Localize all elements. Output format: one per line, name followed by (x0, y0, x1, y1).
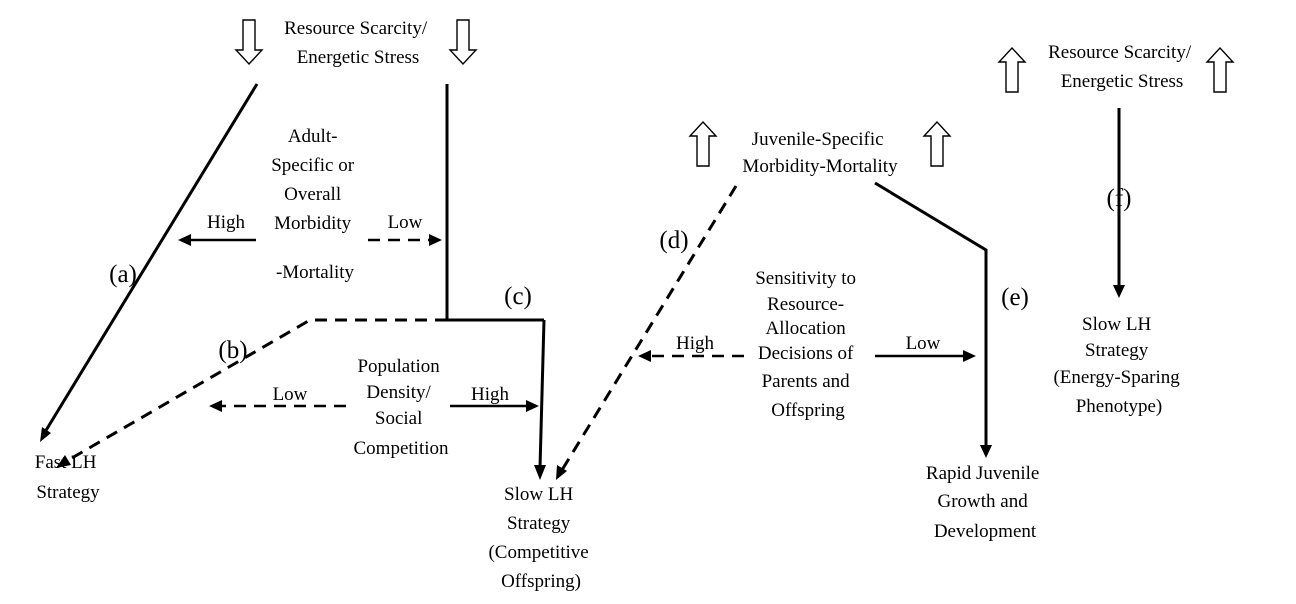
path-f-arrowhead (1113, 285, 1125, 298)
scarcity-label-left: Resource Scarcity/ Energetic Stress (284, 18, 432, 68)
scarcity-label-right: Resource Scarcity/ Energetic Stress (1048, 42, 1196, 92)
slow-lh-energy-label: Slow LH Strategy (Energy-Sparing Phenoty… (1053, 314, 1184, 417)
juvenile-mortality-label: Juvenile-Specific Morbidity-Mortality (742, 129, 898, 177)
path-c-arrowhead (534, 465, 546, 480)
adult-high-label: High (207, 212, 246, 233)
adult-low-label: Low (388, 212, 423, 233)
path-e-line (874, 181, 988, 446)
path-b-arrowhead (56, 455, 71, 468)
path-b-label: (b) (218, 337, 247, 364)
density-high-arrowhead (526, 400, 539, 412)
path-e-label: (e) (1001, 284, 1029, 311)
adult-mortality-label: Adult- Specific or Overall Morbidity -Mo… (271, 126, 359, 283)
path-d-label: (d) (659, 227, 688, 254)
up-arrow-far-left-icon (997, 46, 1027, 93)
path-e-arrowhead (980, 445, 992, 458)
fast-lh-strategy-label: Fast LH Strategy (35, 452, 102, 503)
density-low-label: Low (273, 384, 308, 405)
path-a-line (43, 83, 259, 433)
path-d-arrowhead (556, 465, 567, 480)
adult-low-arrowhead (429, 234, 442, 246)
up-arrow-far-right-icon (1205, 46, 1235, 93)
path-d-line (560, 185, 738, 471)
sensitivity-high-arrowhead (638, 350, 651, 362)
density-low-arrowhead (209, 400, 222, 412)
adult-high-arrowhead (178, 234, 191, 246)
up-arrow-juvenile-left-icon (688, 120, 718, 167)
path-c-label: (c) (504, 283, 532, 310)
population-density-label: Population Density/ Social Competition (354, 356, 450, 459)
sensitivity-high-label: High (676, 333, 715, 354)
path-a-arrowhead (40, 427, 51, 442)
rapid-growth-label: Rapid Juvenile Growth and Development (926, 463, 1044, 542)
path-c-lower-line (538, 319, 546, 469)
sensitivity-label: Sensitivity to Resource- Allocation Deci… (755, 268, 861, 421)
sensitivity-low-arrowhead (963, 350, 976, 362)
slow-lh-competitive-label: Slow LH Strategy (Competitive Offspring) (488, 484, 593, 592)
path-a-label: (a) (109, 261, 137, 288)
down-arrow-right-icon (448, 19, 478, 66)
down-arrow-left-icon (234, 19, 264, 66)
density-high-label: High (471, 384, 510, 405)
up-arrow-juvenile-right-icon (922, 120, 952, 167)
sensitivity-low-label: Low (906, 333, 941, 354)
path-b-line (64, 318, 447, 464)
